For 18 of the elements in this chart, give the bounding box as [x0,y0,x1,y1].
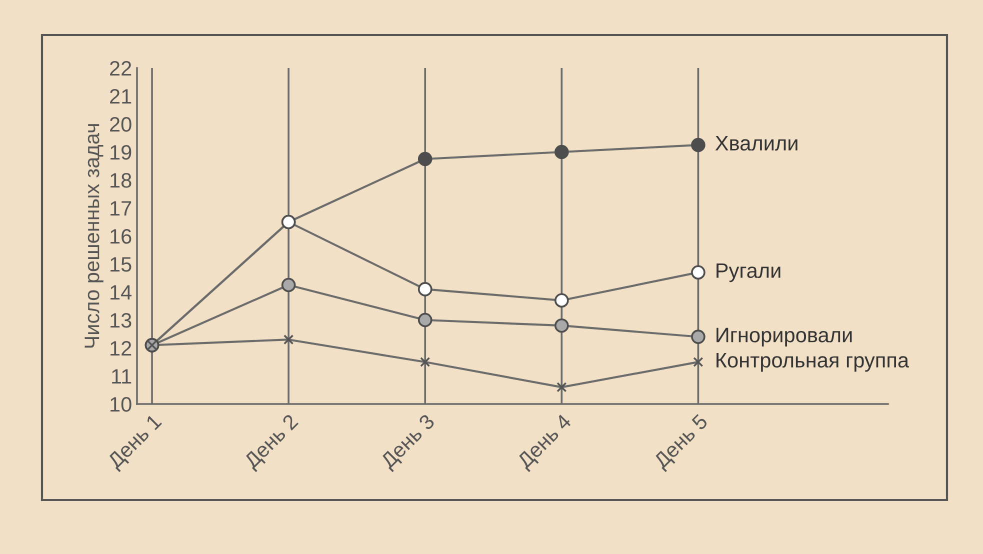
series-label: Контрольная группа [716,353,910,372]
y-tick-label: 21 [110,89,132,104]
y-tick-label: 11 [112,369,132,384]
series-label: Ругали [716,263,780,282]
y-tick-label: 22 [110,61,132,76]
y-axis-title: Число решенных задач [84,124,104,348]
series-label: Игнорировали [716,328,852,347]
y-tick-label: 13 [110,313,132,328]
y-tick-label: 16 [110,229,132,244]
y-tick-label: 14 [110,285,132,300]
y-tick-label: 12 [110,341,132,356]
y-tick-label: 18 [110,173,132,188]
y-tick-label: 20 [110,117,132,132]
y-tick-label: 10 [110,397,132,412]
y-tick-label: 19 [110,145,132,160]
y-tick-label: 15 [110,257,132,272]
y-tick-label: 17 [110,201,132,216]
series-label: Хвалили [715,136,798,151]
